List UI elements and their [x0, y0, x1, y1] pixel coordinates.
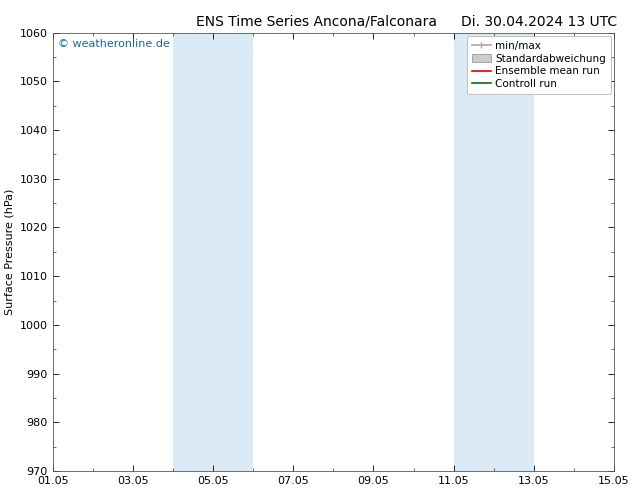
- Legend: min/max, Standardabweichung, Ensemble mean run, Controll run: min/max, Standardabweichung, Ensemble me…: [467, 36, 611, 94]
- Text: ENS Time Series Ancona/Falconara: ENS Time Series Ancona/Falconara: [197, 15, 437, 29]
- Text: Di. 30.04.2024 13 UTC: Di. 30.04.2024 13 UTC: [461, 15, 617, 29]
- Y-axis label: Surface Pressure (hPa): Surface Pressure (hPa): [4, 189, 14, 315]
- Bar: [173, 33, 253, 471]
- Bar: [454, 33, 534, 471]
- Title: ENS Time Series Ancona/Falconara    Di. 30.04.2024 13 UTC: ENS Time Series Ancona/Falconara Di. 30.…: [0, 489, 1, 490]
- Text: © weatheronline.de: © weatheronline.de: [58, 39, 170, 49]
